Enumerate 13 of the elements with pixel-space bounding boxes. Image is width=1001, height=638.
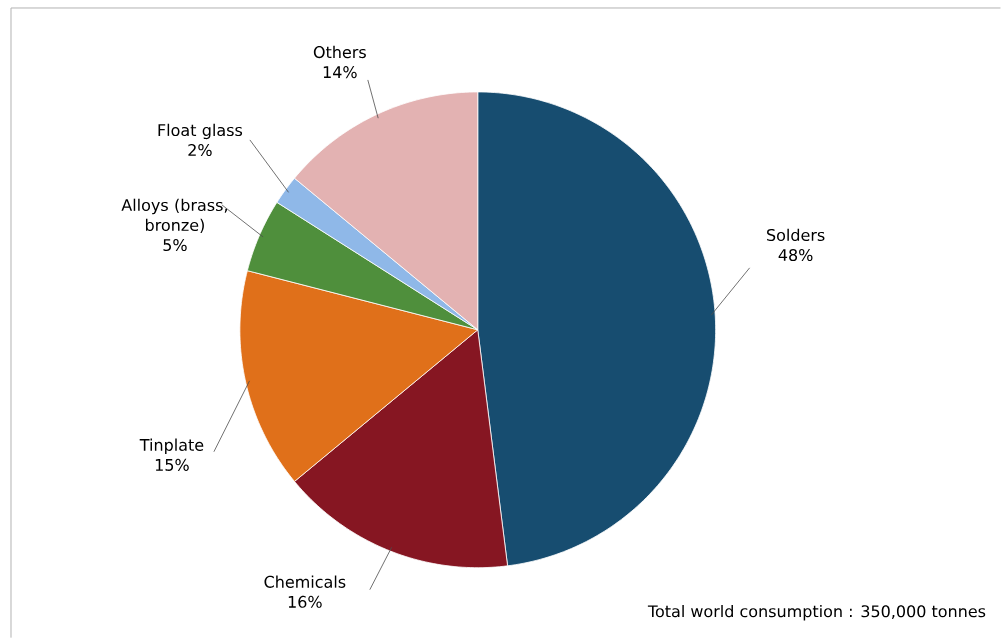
slice-label: Solders [767, 228, 825, 241]
data-label: 48% [778, 248, 813, 261]
slice-label: Tinplate [139, 438, 204, 454]
slice-label: Others [313, 45, 366, 59]
slice-label: Alloys (brass, bronze) [121, 198, 227, 233]
data-label: 14% [323, 65, 357, 79]
data-label: 16% [288, 595, 322, 608]
slice-label: Float glass [158, 123, 243, 140]
slice-label: Chemicals [264, 575, 346, 588]
text: Total world consumption : 350,000 tonnes [647, 604, 986, 621]
data-label: 15% [155, 458, 189, 471]
data-label: 2% [188, 143, 212, 157]
data-label: 5% [163, 238, 187, 251]
